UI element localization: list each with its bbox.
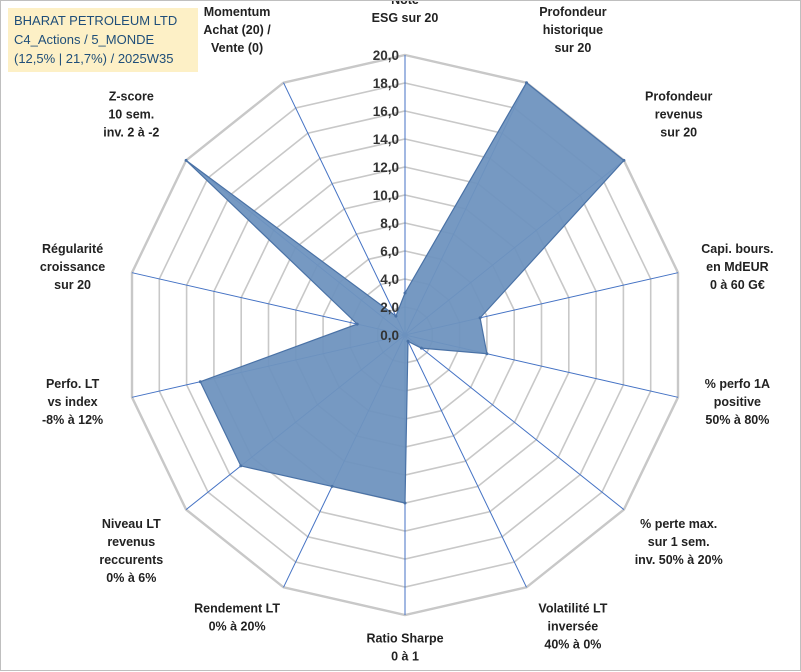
series-point — [403, 291, 407, 295]
series-point — [622, 158, 626, 162]
axis-label-line: 40% à 0% — [544, 638, 601, 652]
axis-label-line: reccurents — [99, 553, 163, 567]
axis-label-line: sur 20 — [554, 41, 591, 55]
axis-label-line: 0 à 60 G€ — [710, 278, 765, 292]
axis-label-line: 50% à 80% — [705, 413, 769, 427]
axis-label: Capi. bours. en MdEUR 0 à 60 G€ — [701, 242, 773, 292]
series-point — [478, 316, 482, 320]
chart-title-box: BHARAT PETROLEUM LTD C4_Actions / 5_MOND… — [8, 8, 198, 72]
axis-label-line: Z-score — [109, 90, 154, 104]
axis-label-line: % perfo 1A — [705, 377, 770, 391]
axis-spoke — [404, 334, 625, 510]
axis-label-line: Note — [391, 1, 419, 7]
axis-label-line: Niveau LT — [102, 517, 161, 531]
axis-label-line: 0% à 6% — [106, 571, 156, 585]
axis-label-line: Ratio Sharpe — [366, 632, 443, 646]
label-layer: Note ESG sur 20 Profondeur historique sur 20… — [40, 1, 774, 664]
axis-label-line: croissance — [40, 260, 105, 274]
axis-label: Perfo. LT vs index -8% à 12% — [42, 377, 103, 427]
axis-label-line: sur 20 — [660, 126, 697, 140]
axis-label-line: Profondeur — [539, 5, 606, 19]
tick-label: 4,0 — [380, 272, 399, 287]
axis-label-line: sur 20 — [54, 278, 91, 292]
axis-label-line: 0 à 1 — [391, 650, 419, 664]
axis-label-line: Profondeur — [645, 90, 712, 104]
axis-label-line: inv. 50% à 20% — [635, 553, 723, 567]
axis-label-line: en MdEUR — [706, 260, 769, 274]
title-line-1: BHARAT PETROLEUM LTD — [14, 13, 178, 28]
axis-label-line: 0% à 20% — [209, 620, 266, 634]
axis-label-line: vs index — [48, 395, 98, 409]
axis-label-line: inversée — [548, 620, 599, 634]
series-point — [419, 346, 423, 350]
series-point — [355, 322, 359, 326]
axis-label-line: Rendement LT — [194, 602, 280, 616]
axis-label: Momentum Achat (20) / Vente (0) — [203, 5, 271, 55]
tick-label: 12,0 — [373, 160, 399, 175]
axis-label-line: Achat (20) / — [203, 23, 271, 37]
axis-label: Rendement LT 0% à 20% — [194, 602, 280, 634]
axis-label: Régularité croissance sur 20 — [40, 242, 105, 292]
axis-label-line: -8% à 12% — [42, 413, 103, 427]
axis-label: Niveau LT revenus reccurents 0% à 6% — [99, 517, 163, 585]
axis-label: Profondeur historique sur 20 — [539, 5, 606, 55]
series-point — [198, 380, 202, 384]
series-point — [485, 352, 489, 356]
series-point — [239, 464, 243, 468]
series-point — [184, 158, 188, 162]
tick-label: 10,0 — [373, 188, 399, 203]
axis-label: % perfo 1A positive 50% à 80% — [705, 377, 770, 427]
axis-label-line: revenus — [655, 108, 703, 122]
series-point — [406, 339, 410, 343]
series-point — [330, 484, 334, 488]
axis-label-line: Capi. bours. — [701, 242, 773, 256]
axis-label: Volatilité LT inversée 40% à 0% — [538, 602, 607, 652]
axis-spoke — [404, 334, 527, 588]
tick-label: 14,0 — [373, 132, 399, 147]
series-point — [394, 314, 398, 318]
axis-label: Profondeur revenus sur 20 — [645, 90, 712, 140]
axis-label-line: 10 sem. — [108, 108, 154, 122]
tick-label: 16,0 — [373, 104, 399, 119]
axis-label-line: Momentum — [204, 5, 271, 19]
axis-label: Z-score 10 sem. inv. 2 à -2 — [103, 90, 159, 140]
tick-label: 8,0 — [380, 216, 399, 231]
axis-label-line: historique — [543, 23, 603, 37]
tick-label: 6,0 — [380, 244, 399, 259]
series-point — [525, 81, 528, 85]
axis-label-line: revenus — [107, 535, 155, 549]
axis-label-line: Volatilité LT — [538, 602, 607, 616]
axis-label-line: inv. 2 à -2 — [103, 126, 159, 140]
axis-label-line: Vente (0) — [211, 41, 263, 55]
axis-label: Note ESG sur 20 — [372, 1, 439, 25]
tick-layer: 0,0 2,0 4,0 6,0 8,0 10,0 12,0 14,0 16,0 18,0 20,0 — [373, 48, 399, 343]
title-line-2: C4_Actions / 5_MONDE — [14, 32, 155, 47]
axis-label: Ratio Sharpe 0 à 1 — [366, 632, 443, 664]
series-point — [403, 501, 407, 505]
axis-label-line: sur 1 sem. — [648, 535, 710, 549]
axis-label-line: Régularité — [42, 242, 103, 256]
tick-label: 2,0 — [380, 300, 399, 315]
tick-label: 18,0 — [373, 76, 399, 91]
tick-label: 20,0 — [373, 48, 399, 63]
axis-label-line: % perte max. — [640, 517, 717, 531]
axis-spoke — [283, 82, 406, 336]
tick-label: 0,0 — [380, 328, 399, 343]
title-line-3: (12,5% | 21,7%) / 2025W35 — [14, 51, 174, 66]
series-layer — [184, 81, 626, 505]
axis-label-line: ESG sur 20 — [372, 11, 439, 25]
axis-label-line: positive — [714, 395, 761, 409]
axis-label: % perte max. sur 1 sem. inv. 50% à 20% — [635, 517, 723, 567]
axis-label-line: Perfo. LT — [46, 377, 100, 391]
